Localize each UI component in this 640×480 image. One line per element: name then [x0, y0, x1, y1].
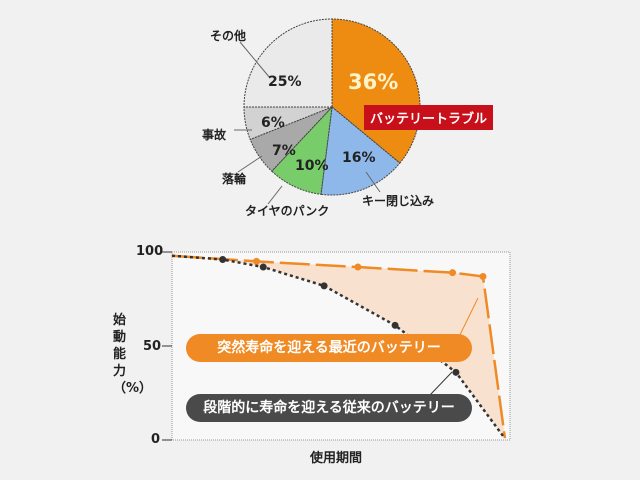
series-marker-0 — [449, 269, 457, 277]
legend-new-battery: 突然寿命を迎える最近のバッテリー — [186, 334, 472, 362]
pie-label-accident: 事故 — [202, 128, 227, 142]
x-axis-label: 使用期間 — [310, 451, 363, 466]
pie-slice-5 — [243, 18, 333, 108]
y-tick-0: 0 — [151, 432, 161, 447]
series-marker-0 — [479, 272, 487, 280]
gap-area — [172, 255, 505, 439]
pie-leader-line — [267, 185, 283, 205]
pie-pct-other: 25% — [268, 74, 302, 90]
pie-pct-battery: 36% — [348, 70, 399, 94]
legend-leader-old — [429, 371, 453, 396]
series-marker-1 — [320, 282, 328, 290]
y-tick-50: 50 — [143, 339, 162, 354]
pie-slice-2 — [271, 105, 333, 195]
pie-slice-1 — [320, 106, 401, 196]
y-tick-100: 100 — [136, 244, 164, 259]
pie-leader-line — [237, 155, 263, 173]
series-marker-1 — [259, 263, 267, 271]
series-marker-0 — [253, 257, 260, 265]
pie-label-battery: バッテリートラブル — [364, 105, 494, 130]
pie-label-fall: 落輪 — [222, 172, 247, 186]
pie-pct-fall: 7% — [272, 143, 296, 159]
legend-old-battery: 段階的に寿命を迎える従来のバッテリー — [186, 394, 472, 422]
pie-label-key: キー閉じ込み — [362, 194, 435, 208]
pie-label-other: その他 — [210, 29, 247, 43]
pie-pct-accident: 6% — [261, 115, 285, 131]
pie-pct-tire: 10% — [295, 158, 329, 174]
pie-leader-line — [239, 41, 271, 79]
series-marker-1 — [452, 368, 460, 376]
y-axis-label: 始動能力（%） — [113, 313, 153, 396]
series-marker-1 — [219, 256, 227, 264]
series-marker-0 — [354, 263, 362, 271]
series-line-0 — [171, 254, 507, 439]
series-marker-1 — [391, 321, 399, 329]
pie-leader-line — [365, 171, 381, 193]
pie-label-tire: タイヤのパンク — [245, 204, 330, 218]
pie-pct-key: 16% — [342, 150, 376, 166]
